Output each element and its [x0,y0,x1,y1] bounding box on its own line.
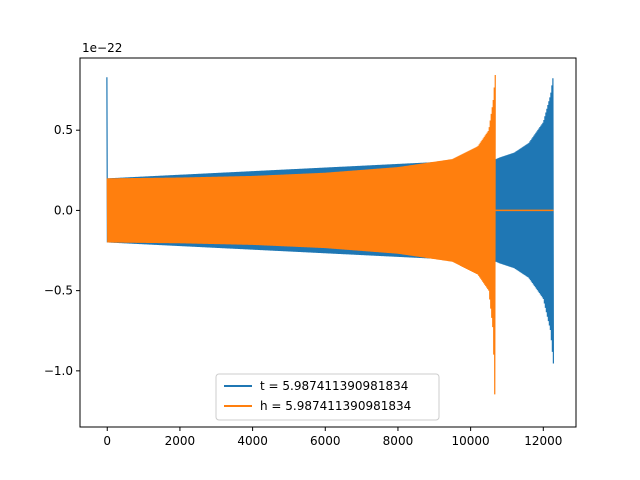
legend-box [215,373,440,421]
x-tick-label: 10000 [452,434,490,448]
series-h [106,75,554,395]
x-tick-label: 12000 [524,434,562,448]
y-tick-label: −1.0 [44,364,73,378]
axes-frame [79,57,577,428]
y-tick-label: 0.5 [54,123,73,137]
series-line [106,75,496,395]
x-tick-label: 4000 [237,434,268,448]
y-tick-label: −0.5 [44,284,73,298]
x-tick-label: 0 [103,434,111,448]
legend-label: t = 5.987411390981834 [260,379,408,393]
x-tick-label: 2000 [165,434,196,448]
y-tick-label: 0.0 [54,203,73,217]
y-axis: −1.0 −0.5 0.0 0.5 [44,123,80,378]
legend-label: h = 5.987411390981834 [260,399,411,413]
y-offset-label: 1e−22 [82,41,122,55]
legend: t = 5.987411390981834 h = 5.9874113909818… [215,373,440,421]
x-tick-label: 8000 [383,434,414,448]
x-tick-label: 6000 [310,434,341,448]
x-axis: 0 2000 4000 6000 8000 10000 12000 [103,427,562,448]
series-layer [106,75,554,395]
